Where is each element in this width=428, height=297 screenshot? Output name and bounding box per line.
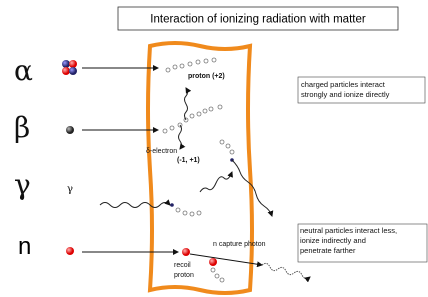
text-line: penetrate farther [300,246,356,255]
text-line: ionize indirectly and [300,236,366,245]
beta-icon [66,126,74,134]
neutron-icon [66,247,74,255]
charges-label: (-1, +1) [177,157,200,164]
alpha-icon [62,60,77,75]
alpha-symbol: α [14,54,33,87]
text-line: charged particles interact [301,80,386,89]
text-line: strongly and ionize directly [301,90,390,99]
beta-symbol: β [14,111,30,144]
title: Interaction of ionizing radiation with m… [150,14,366,26]
gamma-icon-label: γ [67,184,73,195]
delta-electron-label: δ-electron [146,148,177,155]
text-line: recoil [174,262,191,269]
neutron-symbol: n [18,233,31,260]
text-line: neutral particles interact less, [300,226,397,235]
diagram: Interaction of ionizing radiation with m… [0,0,428,297]
proton-label: proton (+2) [188,73,225,80]
text-line: proton [174,272,194,279]
capture-photon-label: n capture photon [213,241,266,248]
gamma-symbol: γ [14,168,31,201]
